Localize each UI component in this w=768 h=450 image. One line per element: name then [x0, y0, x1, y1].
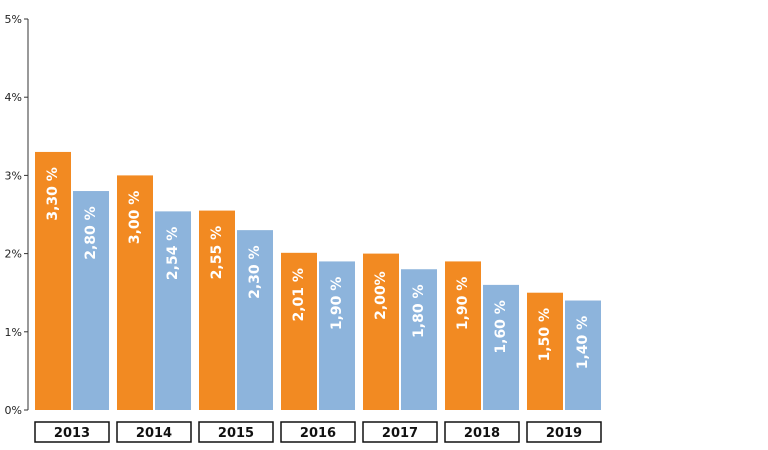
bar-value-label: 2,01 % [291, 268, 307, 321]
year-box [116, 421, 192, 443]
bar-value-label: 1,80 % [411, 285, 427, 338]
bar-2015-s0 [199, 210, 235, 410]
bar-2018-s1 [483, 284, 519, 410]
y-tick-label: 2% [5, 248, 22, 261]
y-axis: 0% 1% 2% 3% 4% 5% [5, 13, 29, 417]
bar-2014-s1 [155, 211, 191, 410]
bar-2015-s1 [237, 230, 273, 410]
bar-value-label: 1,50 % [537, 308, 553, 361]
bar-value-label: 2,30 % [247, 245, 263, 298]
y-tick-label: 3% [5, 169, 22, 182]
bar-2019-s1 [565, 300, 601, 410]
bar-value-label: 2,54 % [165, 227, 181, 280]
bars: 3,30 % 2,80 % 3,00 % 2,54 % 2,55 % 2,30 % 2,01… [35, 151, 601, 410]
year-label: 2016 [300, 426, 336, 441]
year-labels: 2013 2014 2015 2016 2017 2018 2019 [34, 421, 602, 443]
bar-2014-s0 [117, 175, 153, 410]
year-label: 2015 [218, 426, 254, 441]
bar-value-label: 3,30 % [45, 167, 61, 220]
year-box [280, 421, 356, 443]
bar-2017-s1 [401, 269, 437, 410]
bar-2016-s1 [319, 261, 355, 410]
year-box [526, 421, 602, 443]
y-tick-label: 1% [5, 326, 22, 339]
bar-value-label: 2,00% [373, 271, 389, 320]
year-box [444, 421, 520, 443]
bar-value-label: 1,40 % [575, 316, 591, 369]
bar-2017-s0 [363, 253, 399, 410]
year-label: 2017 [382, 426, 418, 441]
bar-value-label: 1,60 % [493, 300, 509, 353]
year-box [34, 421, 110, 443]
y-tick-label: 0% [5, 404, 22, 417]
bar-2013-s0 [35, 151, 71, 410]
bar-2016-s0 [281, 252, 317, 410]
year-label: 2019 [546, 426, 582, 441]
bar-2018-s0 [445, 261, 481, 410]
year-box [362, 421, 438, 443]
year-box [198, 421, 274, 443]
bar-value-label: 2,80 % [83, 206, 99, 259]
year-label: 2014 [136, 426, 172, 441]
bar-value-label: 1,90 % [455, 277, 471, 330]
year-label: 2018 [464, 426, 500, 441]
bar-2019-s0 [527, 292, 563, 410]
bar-value-label: 2,55 % [209, 226, 225, 279]
y-tick-label: 5% [5, 13, 22, 26]
year-label: 2013 [54, 426, 90, 441]
y-tick-label: 4% [5, 91, 22, 104]
bar-2013-s1 [73, 191, 109, 410]
bar-value-label: 1,90 % [329, 277, 345, 330]
bar-value-label: 3,00 % [127, 191, 143, 244]
